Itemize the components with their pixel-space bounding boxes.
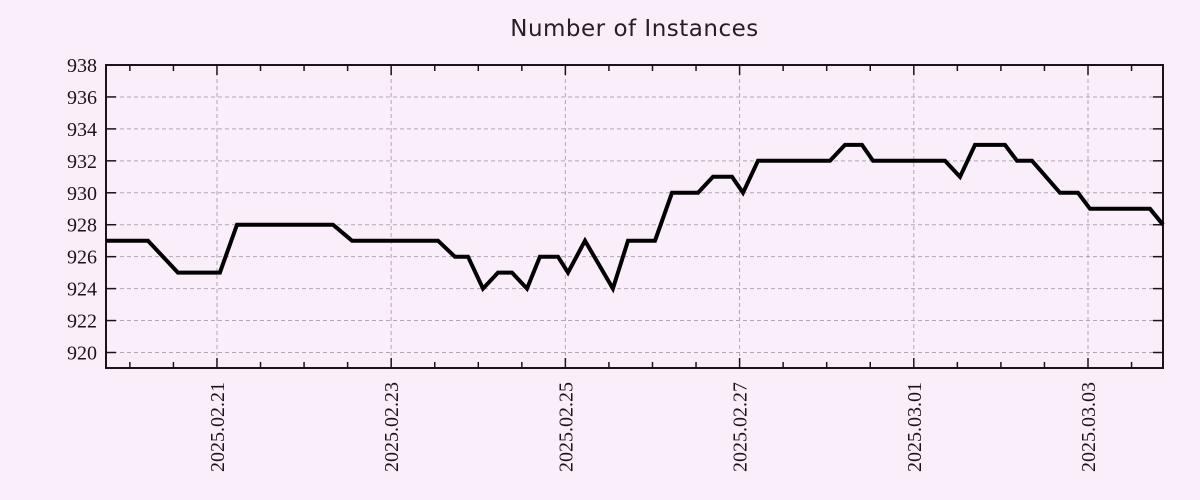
chart-title: Number of Instances: [510, 16, 759, 42]
axis-frame: [105, 64, 1164, 369]
y-tick-label: 924: [67, 279, 97, 301]
y-tick-label: 930: [67, 183, 97, 205]
y-tick-label: 928: [67, 215, 97, 237]
x-tick-labels: 2025.02.21 2025.02.23 2025.02.25 2025.02.27…: [207, 382, 1100, 472]
y-tick-label: 920: [67, 343, 97, 365]
x-tick-label: 2025.02.23: [381, 382, 403, 472]
y-tick-label: 934: [67, 119, 97, 141]
y-ticks: [106, 64, 1163, 354]
x-tick-label: 2025.02.21: [207, 382, 229, 472]
y-tick-label: 938: [67, 55, 97, 77]
x-tick-label: 2025.03.01: [904, 382, 926, 472]
series-line: [106, 142, 1165, 294]
y-tick-label: 936: [67, 87, 97, 109]
x-tick-label: 2025.03.03: [1078, 382, 1100, 472]
x-tick-label: 2025.02.25: [555, 382, 577, 472]
grid-layer: [106, 65, 1163, 368]
y-tick-label: 926: [67, 247, 97, 269]
series-layer: [106, 142, 1165, 294]
y-tick-label: 932: [67, 151, 97, 173]
y-tick-label: 922: [67, 311, 97, 333]
x-ticks: [129, 65, 1133, 368]
y-tick-labels: 920 922 924 926 928 930 932 934 936 938: [67, 55, 97, 365]
x-tick-label: 2025.02.27: [730, 382, 752, 472]
